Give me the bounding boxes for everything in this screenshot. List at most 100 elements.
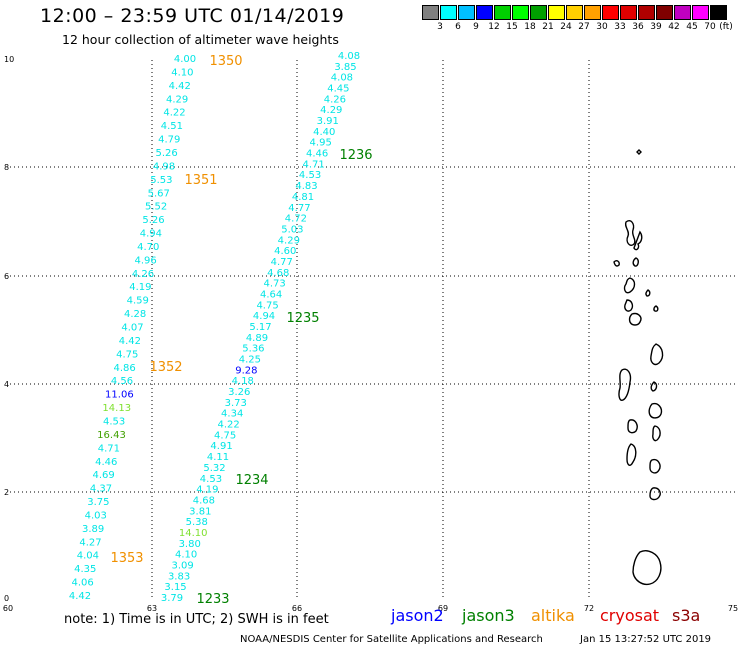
wave-height-value: 3.26 (228, 387, 250, 398)
scale-swatch (458, 5, 475, 20)
scale-swatch (674, 5, 691, 20)
wave-height-value: 4.08 (331, 73, 353, 84)
scale-swatch (530, 5, 547, 20)
wave-height-value: 5.67 (148, 188, 170, 199)
wave-height-value: 5.17 (249, 322, 271, 333)
generated-timestamp: Jan 15 13:27:52 UTC 2019 (580, 634, 712, 645)
wave-height-value: 3.75 (87, 497, 109, 508)
island-outline (649, 487, 661, 501)
wave-height-value: 3.15 (164, 582, 186, 593)
x-tick-label: 72 (584, 604, 594, 613)
wave-height-value: 5.52 (145, 202, 167, 213)
wave-height-value: 4.18 (232, 376, 254, 387)
wave-height-value: 4.10 (175, 550, 197, 561)
wave-height-value: 4.53 (299, 170, 321, 181)
wave-height-value: 4.56 (111, 376, 133, 387)
scale-label: 21 (542, 22, 554, 32)
wave-height-value: 4.98 (153, 161, 175, 172)
island-outline (650, 381, 658, 392)
scale-label: 18 (524, 22, 536, 32)
wave-height-value: 4.75 (214, 430, 236, 441)
wave-height-value: 4.40 (313, 127, 335, 138)
wave-height-value: 4.08 (338, 51, 360, 62)
scale-label: 30 (596, 22, 608, 32)
scale-swatch (476, 5, 493, 20)
island-outline (648, 402, 663, 419)
wave-height-value: 5.36 (242, 344, 264, 355)
wave-height-value: 4.53 (200, 474, 222, 485)
wave-height-value: 3.81 (189, 506, 211, 517)
wave-height-value: 4.68 (193, 495, 215, 506)
y-tick-label: 8 (4, 163, 9, 172)
wave-height-value: 4.29 (278, 235, 300, 246)
axis-tick-labels: 60 63 66 69 72 75 0 2 4 6 8 10 (3, 55, 738, 613)
wave-height-value: 4.46 (95, 457, 117, 468)
scale-swatch (656, 5, 673, 20)
scale-swatch (584, 5, 601, 20)
y-tick-label: 4 (4, 380, 9, 389)
wave-height-value: 4.70 (137, 242, 159, 253)
wave-height-value: 3.89 (82, 524, 104, 535)
wave-height-value: 4.94 (253, 311, 275, 322)
scale-unit: (ft) (719, 22, 733, 32)
pass-time-labels: 1350 1351 1352 1353 1236 1235 1234 1233 (110, 54, 372, 607)
wave-height-value: 4.03 (85, 510, 107, 521)
scale-label: 42 (668, 22, 680, 32)
wave-height-value: 4.83 (295, 181, 317, 192)
island-outline (653, 305, 659, 312)
wave-height-value: 4.27 (79, 537, 101, 548)
scale-label: 39 (650, 22, 662, 32)
wave-height-value: 3.91 (317, 116, 339, 127)
wave-height-value: 4.89 (246, 333, 268, 344)
scale-label: 24 (560, 22, 572, 32)
island-outline (650, 343, 664, 366)
scale-label: 36 (632, 22, 644, 32)
scale-swatch (548, 5, 565, 20)
wave-height-value: 5.03 (281, 224, 303, 235)
pass-time-label: 1351 (184, 173, 217, 188)
pass-time-label: 1353 (110, 551, 143, 566)
y-tick-label: 0 (4, 594, 9, 603)
scale-label: 9 (473, 22, 479, 32)
wave-height-value: 4.11 (207, 452, 229, 463)
wave-height-value: 4.19 (196, 485, 218, 496)
scale-swatch (638, 5, 655, 20)
pass-time-label: 1234 (235, 473, 268, 488)
wave-height-value: 4.59 (127, 296, 149, 307)
wave-height-value: 5.53 (150, 175, 172, 186)
satellite-legend-jason3: jason3 (462, 606, 515, 625)
scale-label: 15 (506, 22, 518, 32)
wave-height-value: 4.29 (166, 94, 188, 105)
wave-height-value: 4.25 (239, 355, 261, 366)
wave-height-tracks: 4.42 4.06 4.35 4.04 4.27 3.89 4.03 3.75 4.37 4.69… (69, 51, 360, 604)
wave-height-value: 4.77 (271, 257, 293, 268)
wave-height-value: 4.06 (71, 578, 93, 589)
scale-swatch (602, 5, 619, 20)
wave-height-value: 14.10 (179, 528, 208, 539)
wave-height-value: 3.79 (161, 593, 183, 604)
wave-height-value: 4.00 (174, 54, 196, 65)
scale-label: 45 (686, 22, 698, 32)
wave-height-value: 5.26 (142, 215, 164, 226)
wave-height-value: 4.19 (129, 282, 151, 293)
wave-height-value: 4.75 (256, 300, 278, 311)
island-outline (632, 257, 639, 267)
wave-height-value: 4.53 (103, 416, 125, 427)
pass-time-label: 1350 (209, 54, 242, 69)
island-outline (645, 289, 651, 297)
wave-height-value: 3.73 (225, 398, 247, 409)
wave-height-value: 4.07 (121, 323, 143, 334)
wave-height-value: 4.37 (90, 484, 112, 495)
island-outline (624, 220, 636, 246)
wave-height-value: 3.80 (179, 539, 201, 550)
wave-height-value: 3.85 (334, 62, 356, 73)
wave-height-value: 4.75 (116, 349, 138, 360)
island-outline (652, 425, 661, 442)
wave-height-value: 4.72 (285, 214, 307, 225)
credit-line: NOAA/NESDIS Center for Satellite Applica… (240, 634, 543, 645)
x-tick-label: 60 (3, 604, 13, 613)
wave-height-value: 5.32 (203, 463, 225, 474)
landmass-outlines (613, 149, 664, 586)
wave-height-value: 4.71 (302, 159, 324, 170)
